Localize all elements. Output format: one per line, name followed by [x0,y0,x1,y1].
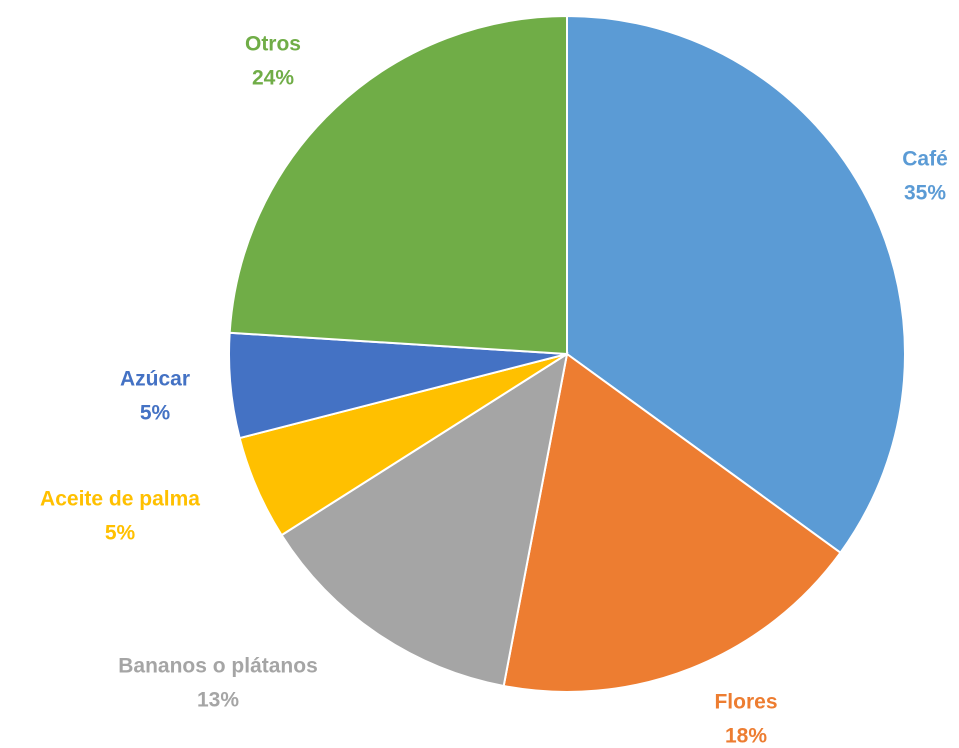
pie-slice [280,351,569,688]
slice-label: Café [902,148,948,171]
slice-label: Flores [714,691,777,714]
slice-value-label: 18% [725,725,767,748]
pie-slice [228,14,568,356]
slice-label: Azúcar [120,368,190,391]
slice-label: Aceite de palma [40,488,200,511]
slice-value-label: 5% [140,402,171,425]
slice-label: Otros [245,33,301,56]
slice-value-label: 24% [252,67,294,90]
slice-value-label: 35% [904,182,946,205]
pie-slice [566,14,906,555]
pie-slice [502,352,842,693]
slice-label: Bananos o plátanos [118,655,318,678]
slice-value-label: 13% [197,689,239,712]
slice-value-label: 5% [105,522,136,545]
